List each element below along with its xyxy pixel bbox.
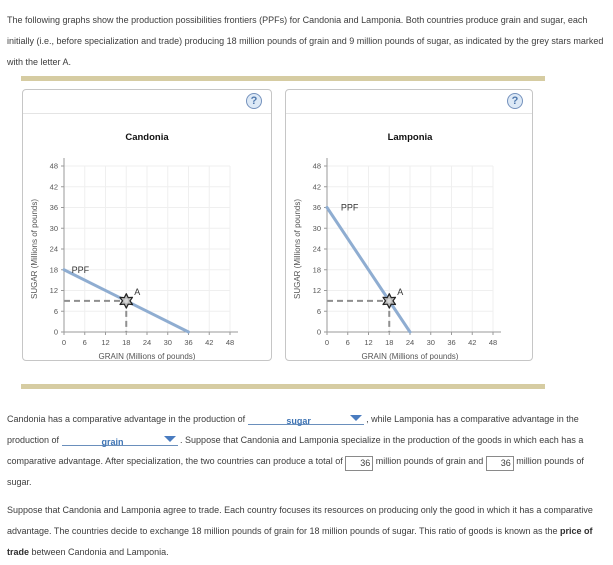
lamponia-panel-header: ? bbox=[286, 90, 532, 114]
y-tick-label: 24 bbox=[313, 245, 321, 254]
ppf-line[interactable] bbox=[325, 206, 412, 334]
x-tick-label: 6 bbox=[346, 338, 350, 347]
x-tick-label: 42 bbox=[468, 338, 476, 347]
ppf-label: PPF bbox=[341, 203, 359, 213]
bold-emphasis-text: price of trade bbox=[7, 526, 593, 557]
lamponia-ppf-chart[interactable]: 0 6 12 18 24 30 36 42 48 0 6 12 18 24 30 36 42 48 PPF A Lamp… bbox=[286, 114, 532, 360]
y-tick-label: 6 bbox=[317, 307, 321, 316]
y-tick-label: 12 bbox=[313, 286, 321, 295]
help-icon[interactable]: ? bbox=[507, 93, 523, 109]
x-tick-label: 48 bbox=[226, 338, 234, 347]
y-tick-label: 30 bbox=[313, 224, 321, 233]
section-divider-top bbox=[21, 76, 545, 81]
y-tick-label: 36 bbox=[313, 203, 321, 212]
x-tick-label: 12 bbox=[101, 338, 109, 347]
x-tick-label: 18 bbox=[385, 338, 393, 347]
x-tick-label: 36 bbox=[447, 338, 455, 347]
total-sugar-input[interactable]: 36 bbox=[485, 456, 514, 471]
star-center bbox=[387, 298, 392, 304]
x-tick-label: 48 bbox=[489, 338, 497, 347]
chart-panels-row: ? 0 6 12 18 24 30 36 42 48 0 6 12 18 24 30 36 42 48 PPF A Ca… bbox=[22, 89, 613, 361]
y-tick-label: 42 bbox=[50, 182, 58, 191]
chevron-down-icon bbox=[349, 415, 362, 421]
x-tick-label: 24 bbox=[143, 338, 151, 347]
intro-paragraph: The following graphs show the production… bbox=[7, 15, 604, 67]
point-a-label: A bbox=[397, 287, 403, 297]
x-axis-label: GRAIN (Millions of pounds) bbox=[362, 352, 459, 360]
y-axis-label: SUGAR (Millions of pounds) bbox=[293, 199, 302, 299]
help-icon[interactable]: ? bbox=[246, 93, 262, 109]
section-divider-bottom bbox=[21, 384, 545, 389]
x-tick-label: 18 bbox=[122, 338, 130, 347]
y-tick-label: 18 bbox=[50, 265, 58, 274]
x-tick-label: 6 bbox=[83, 338, 87, 347]
y-tick-label: 18 bbox=[313, 265, 321, 274]
y-tick-label: 42 bbox=[313, 182, 321, 191]
y-tick-label: 0 bbox=[54, 328, 58, 337]
chart-title: Candonia bbox=[125, 132, 169, 143]
candonia-chart-panel: ? 0 6 12 18 24 30 36 42 48 0 6 12 18 24 30 36 42 48 PPF A Ca… bbox=[22, 89, 272, 361]
x-tick-label: 36 bbox=[184, 338, 192, 347]
candonia-advantage-dropdown[interactable]: sugar bbox=[247, 411, 364, 426]
y-tick-label: 30 bbox=[50, 224, 58, 233]
x-tick-label: 0 bbox=[325, 338, 329, 347]
candonia-ppf-chart[interactable]: 0 6 12 18 24 30 36 42 48 0 6 12 18 24 30 36 42 48 PPF A Cand… bbox=[23, 114, 269, 360]
x-axis-label: GRAIN (Millions of pounds) bbox=[99, 352, 196, 360]
y-tick-label: 0 bbox=[317, 328, 321, 337]
point-a-label: A bbox=[134, 287, 140, 297]
y-axis-label: SUGAR (Millions of pounds) bbox=[30, 199, 39, 299]
ppf-label: PPF bbox=[72, 265, 90, 275]
total-grain-input[interactable]: 36 bbox=[345, 456, 374, 471]
dropdown-selected-value: sugar bbox=[286, 416, 311, 426]
x-tick-label: 24 bbox=[406, 338, 414, 347]
x-tick-label: 42 bbox=[205, 338, 213, 347]
chevron-down-icon bbox=[163, 436, 176, 442]
y-tick-label: 6 bbox=[54, 307, 58, 316]
lamponia-chart-panel: ? 0 6 12 18 24 30 36 42 48 0 6 12 18 24 30 36 42 48 PPF A La… bbox=[285, 89, 533, 361]
chart-title: Lamponia bbox=[388, 132, 434, 143]
y-tick-label: 24 bbox=[50, 245, 58, 254]
closing-paragraph: Suppose that Candonia and Lamponia agree… bbox=[7, 505, 593, 557]
y-tick-label: 48 bbox=[313, 162, 321, 171]
x-tick-label: 0 bbox=[62, 338, 66, 347]
candonia-panel-header: ? bbox=[23, 90, 271, 114]
lamponia-panel-body: 0 6 12 18 24 30 36 42 48 0 6 12 18 24 30 36 42 48 PPF A Lamp… bbox=[286, 114, 532, 360]
dropdown-selected-value: grain bbox=[101, 437, 124, 447]
y-tick-label: 48 bbox=[50, 162, 58, 171]
x-tick-label: 12 bbox=[364, 338, 372, 347]
y-tick-label: 36 bbox=[50, 203, 58, 212]
lamponia-advantage-dropdown[interactable]: grain bbox=[61, 432, 178, 447]
x-tick-label: 30 bbox=[164, 338, 172, 347]
candonia-panel-body: 0 6 12 18 24 30 36 42 48 0 6 12 18 24 30 36 42 48 PPF A Cand… bbox=[23, 114, 271, 360]
x-tick-label: 30 bbox=[427, 338, 435, 347]
star-center bbox=[124, 298, 129, 304]
y-tick-label: 12 bbox=[50, 286, 58, 295]
question-paragraph: Candonia has a comparative advantage in … bbox=[7, 409, 605, 493]
